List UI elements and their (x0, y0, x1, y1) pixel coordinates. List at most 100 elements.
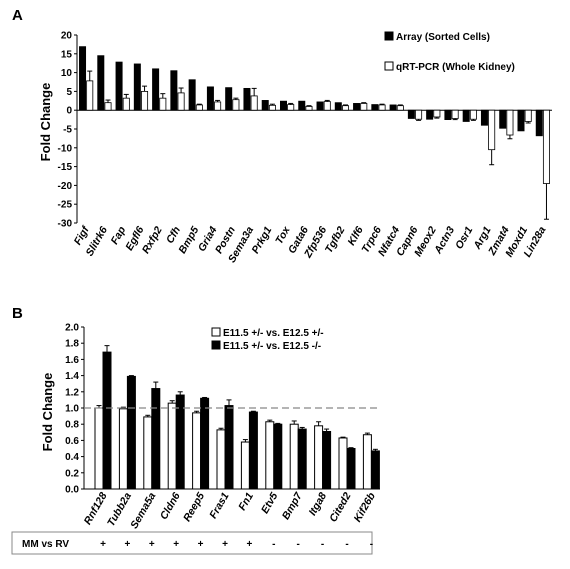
panel-a-bar-array (279, 100, 287, 111)
panel-b-y-tick-label: 0.8 (65, 420, 79, 431)
panel-b-category-label: Etv5 (259, 490, 281, 515)
panel-a-bar-qrtpcr (159, 97, 167, 111)
panel-a-bar-array (115, 61, 123, 111)
panel-b-bar-null (102, 351, 112, 490)
panel-a-bar-array (170, 70, 178, 111)
panel-a-bar-qrtpcr (488, 109, 496, 151)
panel-b-y-axis-label: Fold Change (40, 373, 55, 452)
panel-a-bar-array (371, 104, 379, 111)
panel-b-bar-null (346, 448, 356, 490)
panel-b-bar-heterozygous (338, 437, 348, 490)
panel-a-bar-array (407, 109, 415, 119)
legend-b-swatch-heterozygous (211, 327, 221, 337)
panel-b-plot: 2.01.81.61.41.21.00.80.60.40.20.0Rnf128+… (65, 323, 380, 550)
panel-b-y-tick-label: 1.4 (65, 371, 79, 382)
panel-a-bar-array (79, 46, 87, 111)
panel-b-bar-heterozygous (143, 416, 153, 490)
panel-a-bar-qrtpcr (469, 109, 477, 120)
legend-a-label-qrtpcr: qRT-PCR (Whole Kidney) (396, 62, 515, 73)
mm-vs-rv-value: + (173, 539, 179, 550)
panel-a-bar-array (535, 109, 543, 137)
legend-a-swatch-array (384, 31, 394, 41)
mm-vs-rv-value: - (297, 539, 300, 550)
panel-b-category-label: Reep5 (181, 490, 207, 523)
panel-a-bar-array (444, 109, 452, 120)
panel-a-bar-qrtpcr (396, 105, 404, 111)
panel-a-bar-qrtpcr (232, 99, 240, 111)
panel-b-bar-heterozygous (167, 402, 177, 490)
panel-b-y-tick-label: 1.8 (65, 339, 79, 350)
panel-b-bar-null (126, 375, 136, 490)
panel-b-bar-heterozygous (362, 434, 372, 490)
legend-a-label-array: Array (Sorted Cells) (396, 32, 490, 43)
panel-b-y-tick-label: 1.2 (65, 387, 79, 398)
panel-a-bar-qrtpcr (415, 109, 423, 120)
panel-b-bar-null (175, 394, 185, 490)
panel-a-bar-array (353, 103, 361, 111)
panel-a-bar-array (499, 109, 507, 129)
panel-a-bar-qrtpcr (323, 101, 331, 111)
panel-a-y-tick-label: 5 (66, 87, 72, 98)
panel-a-bar-qrtpcr (360, 103, 368, 111)
panel-a-bar-array (133, 63, 141, 111)
panel-a-bar-array (152, 68, 160, 111)
panel-b-bar-heterozygous (240, 441, 250, 490)
mm-vs-rv-value: + (246, 539, 252, 550)
panel-b-y-tick-label: 0.6 (65, 436, 79, 447)
panel-a-bar-array (206, 86, 214, 111)
panel-b-bar-null (224, 405, 234, 490)
panel-a-bar-qrtpcr (141, 91, 149, 111)
panel-a-y-tick-label: 0 (66, 106, 72, 117)
mm-vs-rv-value: + (198, 539, 204, 550)
panel-a-bar-qrtpcr (104, 102, 112, 111)
panel-a-bar-qrtpcr (86, 80, 94, 111)
panel-a-bar-qrtpcr (305, 106, 313, 111)
panel-b-bar-null (200, 397, 210, 490)
panel-b-category-label: Kif26b (352, 490, 379, 524)
panel-a-y-tick-label: -5 (63, 125, 72, 136)
panel-b-y-tick-label: 0.4 (65, 452, 79, 463)
panel-a-y-tick-label: -30 (58, 219, 73, 230)
mm-vs-rv-value: + (100, 539, 106, 550)
panel-a-bar-array (225, 87, 233, 111)
panel-a-bar-qrtpcr (378, 104, 386, 111)
panel-a-y-tick-label: 10 (61, 68, 73, 79)
mm-vs-rv-value: - (370, 539, 373, 550)
mm-vs-rv-value: - (272, 539, 275, 550)
panel-b-bar-heterozygous (289, 423, 299, 490)
panel-a-bar-qrtpcr (433, 109, 441, 118)
panel-a-y-axis-label: Fold Change (38, 83, 53, 162)
panel-a-category-label: Osr1 (453, 224, 475, 251)
panel-a-bar-array (316, 101, 324, 111)
panel-b-y-tick-label: 1.0 (65, 404, 79, 415)
panel-b-bar-heterozygous (265, 421, 275, 490)
panel-a-bar-qrtpcr (177, 92, 185, 111)
panel-a-bar-array (462, 109, 470, 122)
panel-a-bar-array (261, 100, 269, 111)
panel-b-bar-null (297, 428, 307, 490)
panel-a-bar-array (97, 55, 105, 111)
legend-a-swatch-qrtpcr (384, 61, 394, 71)
panel-b-y-tick-label: 1.6 (65, 355, 79, 366)
mm-vs-rv-value: + (149, 539, 155, 550)
panel-a-y-tick-label: -20 (58, 181, 73, 192)
legend-b-label-null: E11.5 +/- vs. E12.5 -/- (223, 341, 321, 352)
mm-vs-rv-label: MM vs RV (22, 539, 69, 550)
panel-a-bar-array (517, 109, 525, 132)
panel-a-bar-qrtpcr (214, 101, 222, 111)
mm-vs-rv-value: + (124, 539, 130, 550)
mm-vs-rv-box (11, 531, 373, 555)
panel-b-bar-null (248, 411, 258, 490)
panel-b-y-tick-label: 0.0 (65, 485, 79, 496)
panel-a-bar-qrtpcr (524, 109, 532, 122)
panel-a-bar-qrtpcr (506, 109, 514, 136)
panel-b-bar-heterozygous (94, 407, 104, 490)
mm-vs-rv-value: + (222, 539, 228, 550)
panel-a-bar-qrtpcr (268, 104, 276, 111)
panel-b-y-tick-label: 0.2 (65, 468, 79, 479)
panel-a-y-tick-label: 15 (61, 49, 73, 60)
panel-b-letter: B (12, 305, 23, 322)
panel-b-bar-null (151, 388, 161, 490)
panel-a-bar-qrtpcr (250, 95, 258, 111)
panel-b-category-label: Cited2 (327, 490, 354, 524)
